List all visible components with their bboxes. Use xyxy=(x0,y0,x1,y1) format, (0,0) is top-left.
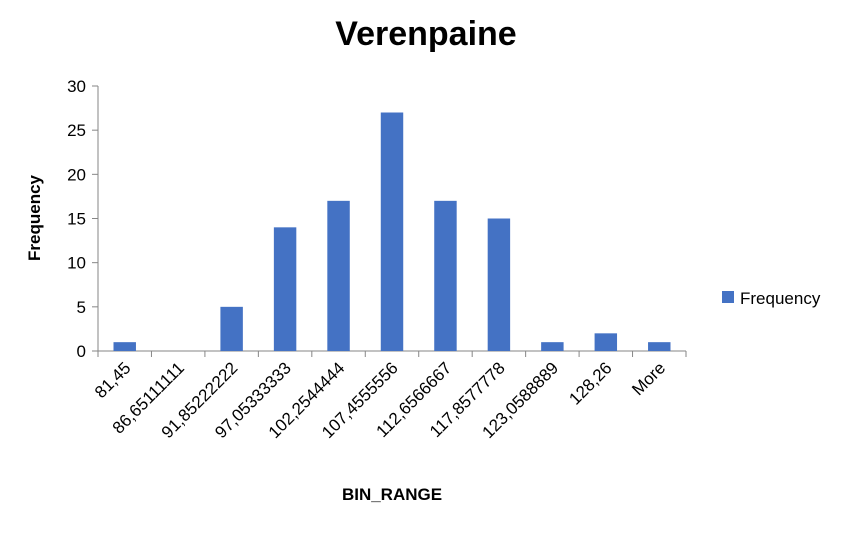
legend-label: Frequency xyxy=(740,289,821,308)
bar xyxy=(327,200,350,351)
bar xyxy=(273,227,297,351)
bar xyxy=(487,218,511,351)
y-tick-label: 5 xyxy=(77,298,86,317)
x-tick-label: 81,45 xyxy=(91,358,135,402)
y-tick-label: 25 xyxy=(67,121,86,140)
plot-area: 05101520253081,4586,6511111191,852222229… xyxy=(67,77,687,442)
x-axis-title: BIN_RANGE xyxy=(342,485,442,504)
x-tick-label: 128,26 xyxy=(565,358,615,408)
bar xyxy=(380,112,404,351)
x-tick-label: More xyxy=(628,358,669,399)
y-tick-label: 20 xyxy=(67,165,86,184)
y-tick-label: 10 xyxy=(67,254,86,273)
bar xyxy=(594,333,618,351)
y-tick-label: 30 xyxy=(67,77,86,96)
bar xyxy=(220,306,243,351)
y-tick-label: 15 xyxy=(67,210,86,229)
legend: Frequency xyxy=(722,289,821,308)
bar xyxy=(648,342,671,351)
y-axis-title: Frequency xyxy=(25,174,44,261)
chart-title: Verenpaine xyxy=(335,15,516,53)
y-tick-label: 0 xyxy=(77,342,86,361)
bar xyxy=(541,342,564,351)
legend-swatch xyxy=(722,291,734,303)
bar xyxy=(434,200,457,351)
bar xyxy=(113,342,136,351)
